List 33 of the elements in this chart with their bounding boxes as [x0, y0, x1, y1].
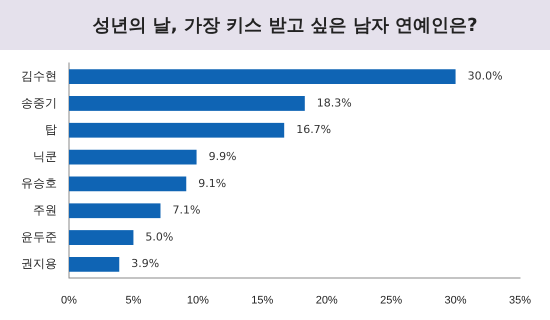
bar: [69, 96, 305, 111]
bar: [69, 203, 160, 218]
data-label: 9.1%: [198, 176, 226, 190]
y-tick-label: 유승호: [21, 176, 57, 190]
data-label: 7.1%: [172, 204, 200, 217]
chart-title: 성년의 날, 가장 키스 받고 싶은 남자 연예인은?: [0, 0, 550, 50]
data-label: 9.9%: [208, 150, 237, 163]
bar: [69, 122, 284, 138]
y-tick-label: 탑: [45, 122, 57, 137]
x-tick-label: 10%: [186, 294, 210, 306]
bar: [69, 69, 456, 84]
data-label: 16.7%: [296, 123, 332, 136]
x-tick-label: 15%: [251, 294, 274, 306]
x-tick-label: 5%: [125, 294, 142, 306]
y-tick-label: 송중기: [21, 96, 57, 110]
bar: [69, 150, 197, 164]
data-label: 30.0%: [468, 69, 503, 82]
y-tick-label: 주원: [33, 203, 57, 218]
bar: [69, 176, 186, 192]
data-label: 3.9%: [131, 257, 160, 270]
x-tick-label: 35%: [508, 294, 532, 306]
y-tick-label: 권지용: [21, 256, 57, 271]
data-label: 18.3%: [316, 96, 352, 110]
data-label: 5.0%: [145, 230, 174, 244]
y-tick-label: 윤두준: [21, 230, 57, 244]
x-tick-label: 0%: [61, 294, 78, 306]
y-tick-label: 닉쿤: [33, 149, 57, 164]
bar: [69, 230, 134, 245]
x-tick-label: 30%: [444, 294, 467, 306]
x-tick-label: 25%: [380, 294, 402, 306]
x-tick-label: 20%: [316, 294, 338, 306]
y-tick-label: 김수현: [21, 68, 57, 83]
bar: [69, 257, 120, 272]
